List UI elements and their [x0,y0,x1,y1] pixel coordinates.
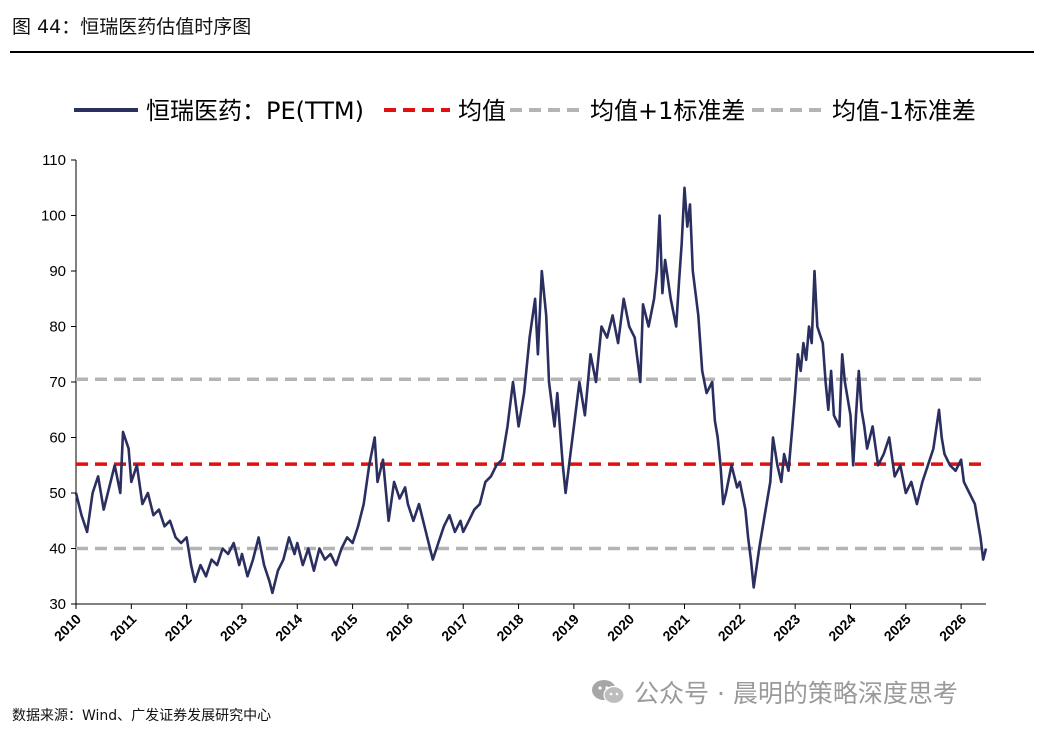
x-tick-label: 2017 [438,611,471,644]
x-tick-label: 2018 [493,611,526,644]
y-tick-label: 30 [49,596,66,613]
legend-label: 均值+1标准差 [590,97,745,125]
y-tick-label: 60 [49,430,66,447]
pe-ttm-line [74,186,988,595]
x-tick-label: 2012 [161,611,194,644]
y-tick-label: 90 [49,263,66,280]
x-tick-label: 2020 [604,611,637,644]
wechat-icon [592,680,625,705]
y-tick-label: 40 [49,541,66,558]
legend-label: 恒瑞医药：PE(TTM) [146,97,364,125]
y-tick-label: 100 [41,208,66,225]
x-tick-label: 2025 [881,611,914,644]
x-tick-label: 2015 [327,611,360,644]
x-tick-label: 2021 [659,611,692,644]
y-tick-label: 80 [49,319,66,336]
x-tick-label: 2013 [217,611,250,644]
x-tick-label: 2019 [549,611,582,644]
x-tick-label: 2011 [107,611,140,644]
x-tick-label: 2026 [936,611,969,644]
x-tick-label: 2010 [51,611,84,644]
x-tick-label: 2016 [383,611,416,644]
source-note: 数据来源：Wind、广发证券发展研究中心 [12,708,272,724]
figure-title: 图 44：恒瑞医药估值时序图 [12,16,252,38]
watermark: 公众号 · 晨明的策略深度思考 [590,674,958,710]
legend-label: 均值-1标准差 [832,97,976,125]
x-tick-label: 2024 [825,611,858,644]
title-rule [10,51,1034,53]
legend-label: 均值 [458,97,506,125]
x-tick-label: 2023 [770,611,803,644]
x-tick-label: 2014 [272,611,305,644]
y-tick-label: 50 [49,485,66,502]
watermark-text: 公众号 · 晨明的策略深度思考 [634,679,958,708]
y-tick-label: 110 [42,152,66,169]
pe-chart: 30 40 50 60 70 80 90 100 110 2010 2011 2012 2013 2014… [41,97,988,644]
y-tick-label: 70 [49,374,66,391]
x-tick-label: 2022 [715,611,748,644]
